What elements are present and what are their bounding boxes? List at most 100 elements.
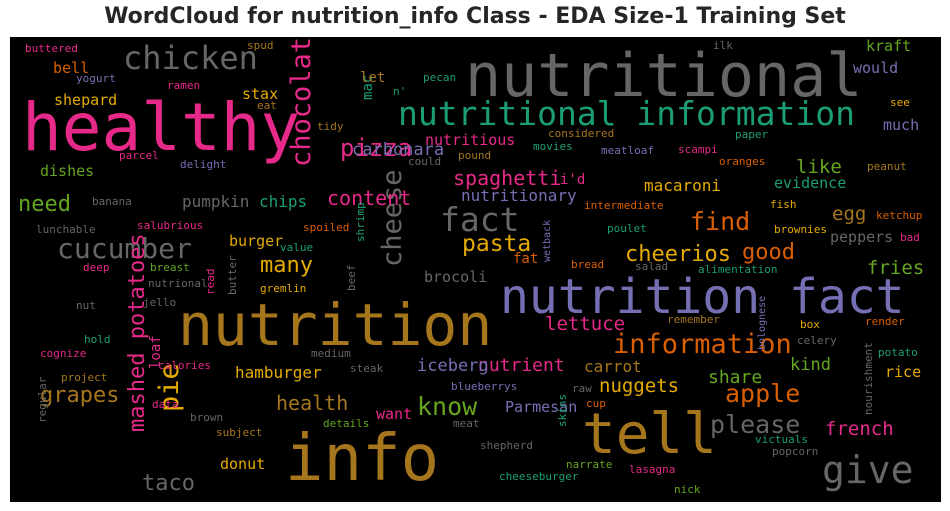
- word-healthy: healthy: [22, 89, 301, 166]
- word-nut: nut: [76, 299, 96, 312]
- word-brocoli: brocoli: [424, 268, 488, 286]
- word-information: information: [613, 329, 792, 360]
- word-pumpkin: pumpkin: [182, 192, 250, 211]
- word-share: share: [708, 367, 763, 388]
- word-kind: kind: [790, 355, 831, 375]
- word-alimentation: alimentation: [698, 263, 778, 276]
- word-oranges: oranges: [719, 155, 766, 168]
- word-i-d: i'd: [560, 172, 586, 188]
- word-steak: steak: [350, 362, 384, 375]
- word-iceberg: iceberg: [417, 356, 489, 376]
- word-fat: fat: [513, 251, 539, 267]
- word-health: health: [276, 391, 349, 415]
- word-nugget-s: nugget​s: [599, 375, 680, 397]
- word-spud: spud: [247, 39, 274, 52]
- word-good: good: [742, 240, 795, 265]
- word-egg: egg: [832, 203, 867, 225]
- word-hamburger: hamburger: [235, 363, 322, 382]
- word-bread: bread: [571, 258, 605, 271]
- word-carrot: carrot: [584, 357, 642, 376]
- word-please: please: [710, 410, 801, 439]
- word-peppers: peppers: [830, 228, 894, 246]
- word-cheese: cheese: [377, 169, 408, 267]
- word-shepard: shepard: [54, 91, 118, 109]
- word-details: details: [323, 417, 370, 430]
- word-mashed-potatoes: mashed potatoes: [125, 233, 150, 432]
- word-nutrition-fact: nutrition fact: [500, 269, 905, 325]
- word-hold: hold: [84, 333, 111, 346]
- word-pizza: pizza: [340, 134, 413, 162]
- word-find: find: [690, 207, 751, 236]
- word-butter: butter: [226, 255, 239, 295]
- word-nutrition: nutrition: [178, 291, 493, 359]
- word-nutritional-information: nutritional information: [398, 94, 855, 133]
- word-chicken: chicken: [123, 39, 258, 77]
- word-cup: cup: [586, 397, 606, 410]
- word-lasagna: lasagna: [629, 463, 676, 476]
- word-nutritional: nutritional: [465, 41, 863, 111]
- word-need: need: [18, 192, 71, 217]
- word-cheerios: cheerios: [625, 242, 731, 267]
- word-burger: burger: [229, 232, 284, 250]
- word-box: box: [800, 318, 820, 331]
- word-popcorn: popcorn: [772, 445, 819, 458]
- word-stax: stax: [242, 85, 279, 103]
- word-n: n': [393, 85, 407, 98]
- word-movies: movies: [533, 140, 573, 153]
- word-evidence: evidence: [774, 174, 847, 192]
- word-cheeseburger: cheeseburger: [499, 470, 579, 483]
- word-paper: paper: [735, 128, 769, 141]
- word-data: data: [152, 398, 179, 411]
- word-bolognese: bolognese: [757, 295, 768, 350]
- word-beef: beef: [345, 264, 358, 292]
- word-shrimp: shrimp: [354, 202, 367, 242]
- word-render: render: [865, 315, 905, 328]
- word-info: info: [285, 422, 440, 496]
- word-medium: medium: [311, 347, 351, 360]
- word-dishes: dishes: [40, 162, 95, 180]
- word-meatloaf: meatloaf: [601, 144, 654, 157]
- word-bad: bad: [900, 231, 920, 244]
- word-gremlin: gremlin: [260, 282, 307, 295]
- word-kraft: kraft: [866, 37, 912, 55]
- word-parmesan: Parmesan: [505, 398, 578, 416]
- word-much: much: [883, 116, 920, 134]
- word-project: project: [61, 371, 108, 384]
- word-value: value: [280, 241, 314, 254]
- word-considered: considered: [548, 127, 615, 140]
- word-nourishment: nourishment: [862, 342, 875, 415]
- word-cucumber: cucumber: [57, 232, 192, 265]
- word-chocolate: chocolate: [286, 37, 317, 167]
- word-breast: breast: [150, 261, 190, 274]
- word-want: want: [376, 405, 413, 423]
- word-read: read: [204, 268, 217, 296]
- word-lunchable: lunchable: [36, 223, 96, 236]
- word-pecan: pecan: [423, 71, 457, 84]
- word-carbonara: carbonara: [352, 140, 445, 160]
- chart-title: WordCloud for nutrition_info Class - EDA…: [104, 4, 846, 29]
- word-cognize: cognize: [40, 347, 87, 360]
- word-delight: delight: [180, 158, 227, 171]
- word-ketchup: ketchup: [876, 209, 923, 222]
- word-subject: subject: [216, 426, 263, 439]
- word-yogurt: yogurt: [76, 72, 116, 85]
- word-blueberrys: blueberrys: [451, 380, 518, 393]
- word-content: content: [327, 186, 412, 210]
- word-let: let: [360, 70, 386, 86]
- word-celery: celery: [797, 334, 837, 347]
- word-calories: calories: [158, 359, 211, 372]
- word-eat: eat: [257, 99, 277, 112]
- word-chips: chips: [259, 192, 308, 211]
- word-pound: pound: [458, 149, 492, 162]
- word-remember: remember: [667, 313, 720, 326]
- wordcloud-canvas: nutritional healthy nutrition fact nutritio…: [10, 37, 941, 502]
- word-wetback: wetback: [542, 219, 553, 262]
- word-many: many: [260, 253, 313, 278]
- word-grapes: grapes: [40, 383, 120, 408]
- word-jello: jello: [143, 296, 177, 309]
- word-potato: potato: [878, 346, 918, 359]
- word-skins: skins: [556, 393, 569, 427]
- word-salubrious: salubrious: [137, 219, 204, 232]
- word-rice: rice: [885, 363, 922, 381]
- word-pasta: pasta: [462, 231, 532, 257]
